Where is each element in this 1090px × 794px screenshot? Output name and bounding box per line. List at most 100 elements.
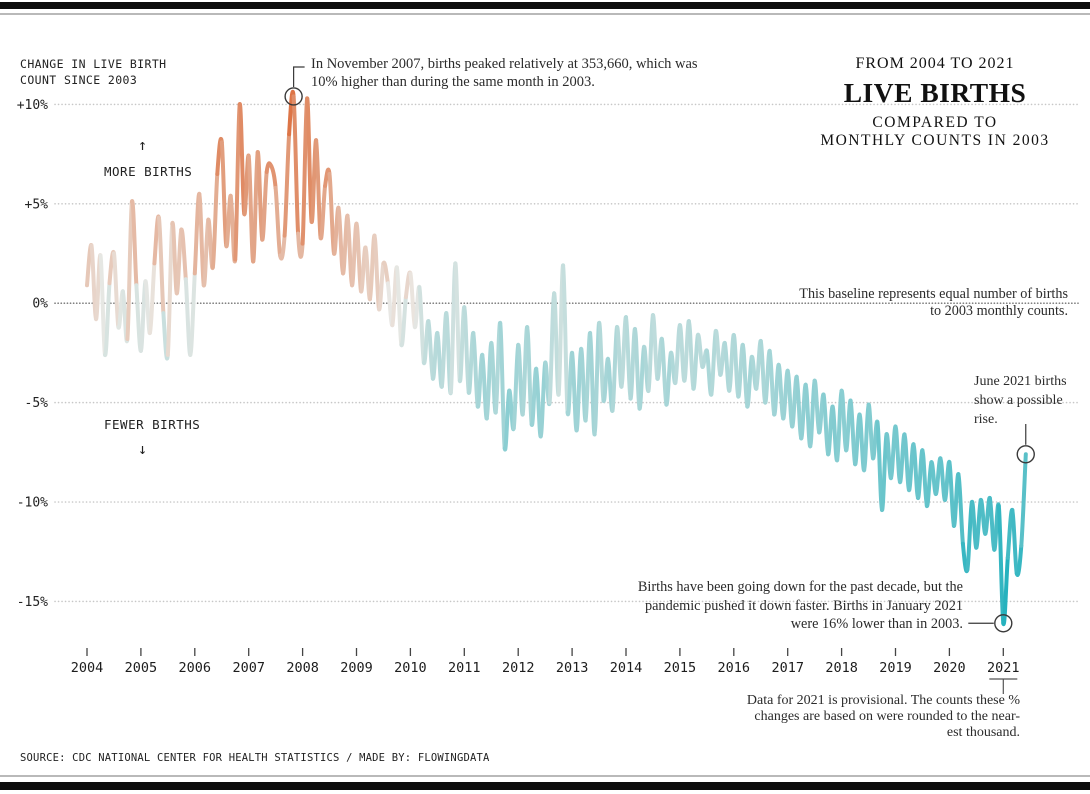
x-axis-label: 2012: [502, 660, 535, 676]
chart-axis-title-line1: CHANGE IN LIVE BIRTH: [20, 57, 167, 71]
line-segment: [808, 378, 817, 449]
line-segment: [120, 289, 130, 344]
x-axis-label: 2004: [71, 660, 104, 676]
line-segment: [974, 498, 983, 550]
x-axis-label: 2021: [987, 660, 1020, 676]
line-segment: [129, 199, 139, 288]
line-segment: [695, 332, 705, 369]
line-segment: [291, 94, 301, 236]
x-axis-label: 2010: [394, 660, 427, 676]
line-segment: [709, 329, 718, 397]
y-axis-label: +10%: [17, 98, 48, 113]
june-2021-annotation-line1: June 2021 births: [974, 374, 1067, 389]
fewer-births-label: FEWER BIRTHS: [104, 417, 201, 432]
line-segment: [592, 321, 601, 437]
y-axis-label: +5%: [25, 197, 49, 212]
line-segment: [462, 305, 471, 395]
line-segment: [399, 295, 408, 347]
baseline-annotation: This baseline represents equal number of…: [799, 286, 1068, 319]
arrow-up-icon: ↑: [138, 136, 148, 154]
line-segment: [1001, 555, 1010, 627]
x-axis-label: 2018: [825, 660, 858, 676]
june-2021-annotation: June 2021 births show a possible rise.: [974, 372, 1067, 429]
line-segment: [924, 460, 934, 509]
line-segment: [1014, 543, 1024, 577]
more-births-label: MORE BIRTHS: [104, 164, 193, 179]
line-segment: [377, 261, 386, 312]
line-segment: [323, 167, 332, 188]
line-segment: [664, 350, 673, 407]
line-segment: [417, 285, 426, 365]
line-segment: [305, 96, 314, 224]
line-segment: [498, 321, 507, 451]
june-2021-annotation-line2: show a possible: [974, 393, 1063, 408]
chart-axis-title-line2: COUNT SINCE 2003: [20, 73, 138, 87]
line-segment: [125, 199, 134, 341]
line-segment: [287, 89, 296, 137]
y-axis-label: -15%: [17, 595, 48, 610]
baseline-annotation-line2: to 2003 monthly counts.: [930, 302, 1068, 319]
line-segment: [354, 221, 363, 294]
page-title: LIVE BIRTHS: [843, 77, 1027, 108]
line-segment: [633, 327, 642, 411]
line-segment: [112, 251, 121, 330]
line-segment: [296, 231, 305, 259]
title-kicker: FROM 2004 TO 2021: [855, 55, 1015, 72]
x-axis-label: 2020: [933, 660, 966, 676]
marker-circle: [994, 614, 1013, 633]
line-segment: [269, 164, 278, 190]
x-axis-label: 2013: [556, 660, 589, 676]
line-segment: [880, 432, 889, 513]
peak-annotation-line2: 10% higher than during the same month in…: [311, 73, 595, 90]
line-segment: [197, 191, 206, 288]
x-axis-label: 2014: [610, 660, 643, 676]
footnote-line1: Data for 2021 is provisional. The counts…: [746, 693, 1020, 708]
line-segment: [156, 215, 166, 316]
line-segment: [255, 150, 265, 242]
subtitle-line1: COMPARED TO: [872, 114, 998, 131]
line-segment: [282, 132, 292, 238]
x-axis-label: 2011: [448, 660, 481, 676]
line-segment: [372, 233, 381, 312]
line-segment: [233, 102, 242, 262]
line-segment: [691, 333, 700, 391]
title-block: FROM 2004 TO 2021 LIVE BIRTHS COMPARED T…: [795, 55, 1075, 150]
x-axis-label: 2005: [125, 660, 158, 676]
source-credit: SOURCE: CDC NATIONAL CENTER FOR HEALTH S…: [20, 752, 490, 764]
line-segment: [174, 227, 184, 296]
line-segment: [215, 137, 224, 176]
line-segment: [956, 472, 965, 546]
footnote-line2: changes are based on were rounded to the…: [754, 709, 1020, 724]
line-segment: [165, 221, 175, 357]
x-axis-label: 2015: [664, 660, 697, 676]
peak-annotation: In November 2007, births peaked relative…: [311, 56, 698, 91]
peak-callout-line: [293, 66, 305, 87]
line-segment: [637, 344, 646, 411]
line-segment: [138, 279, 148, 353]
line-segment: [812, 378, 822, 435]
line-segment: [278, 233, 287, 261]
line-segment: [327, 172, 336, 256]
line-segment: [219, 140, 229, 248]
line-segment: [260, 170, 269, 242]
line-segment: [996, 504, 1006, 626]
bottom-border-bar: [0, 782, 1090, 790]
line-segment: [183, 277, 193, 357]
line-segment: [453, 261, 462, 383]
line-segment: [650, 313, 660, 381]
line-segment: [314, 138, 323, 240]
peak-annotation-line1: In November 2007, births peaked relative…: [311, 56, 698, 72]
chart-axis-title: CHANGE IN LIVE BIRTH COUNT SINCE 2003: [20, 56, 166, 88]
line-segment: [525, 325, 534, 427]
birth-change-line: [85, 89, 1028, 627]
line-segment: [237, 102, 247, 216]
line-segment: [659, 337, 669, 407]
june-2021-annotation-line3: rise.: [974, 412, 998, 427]
marker-circle: [284, 87, 303, 106]
line-segment: [920, 448, 929, 508]
top-thin-rule: [0, 13, 1090, 15]
line-segment: [538, 360, 548, 439]
line-segment: [98, 253, 107, 357]
line-segment: [273, 185, 283, 258]
line-segment: [381, 260, 390, 286]
